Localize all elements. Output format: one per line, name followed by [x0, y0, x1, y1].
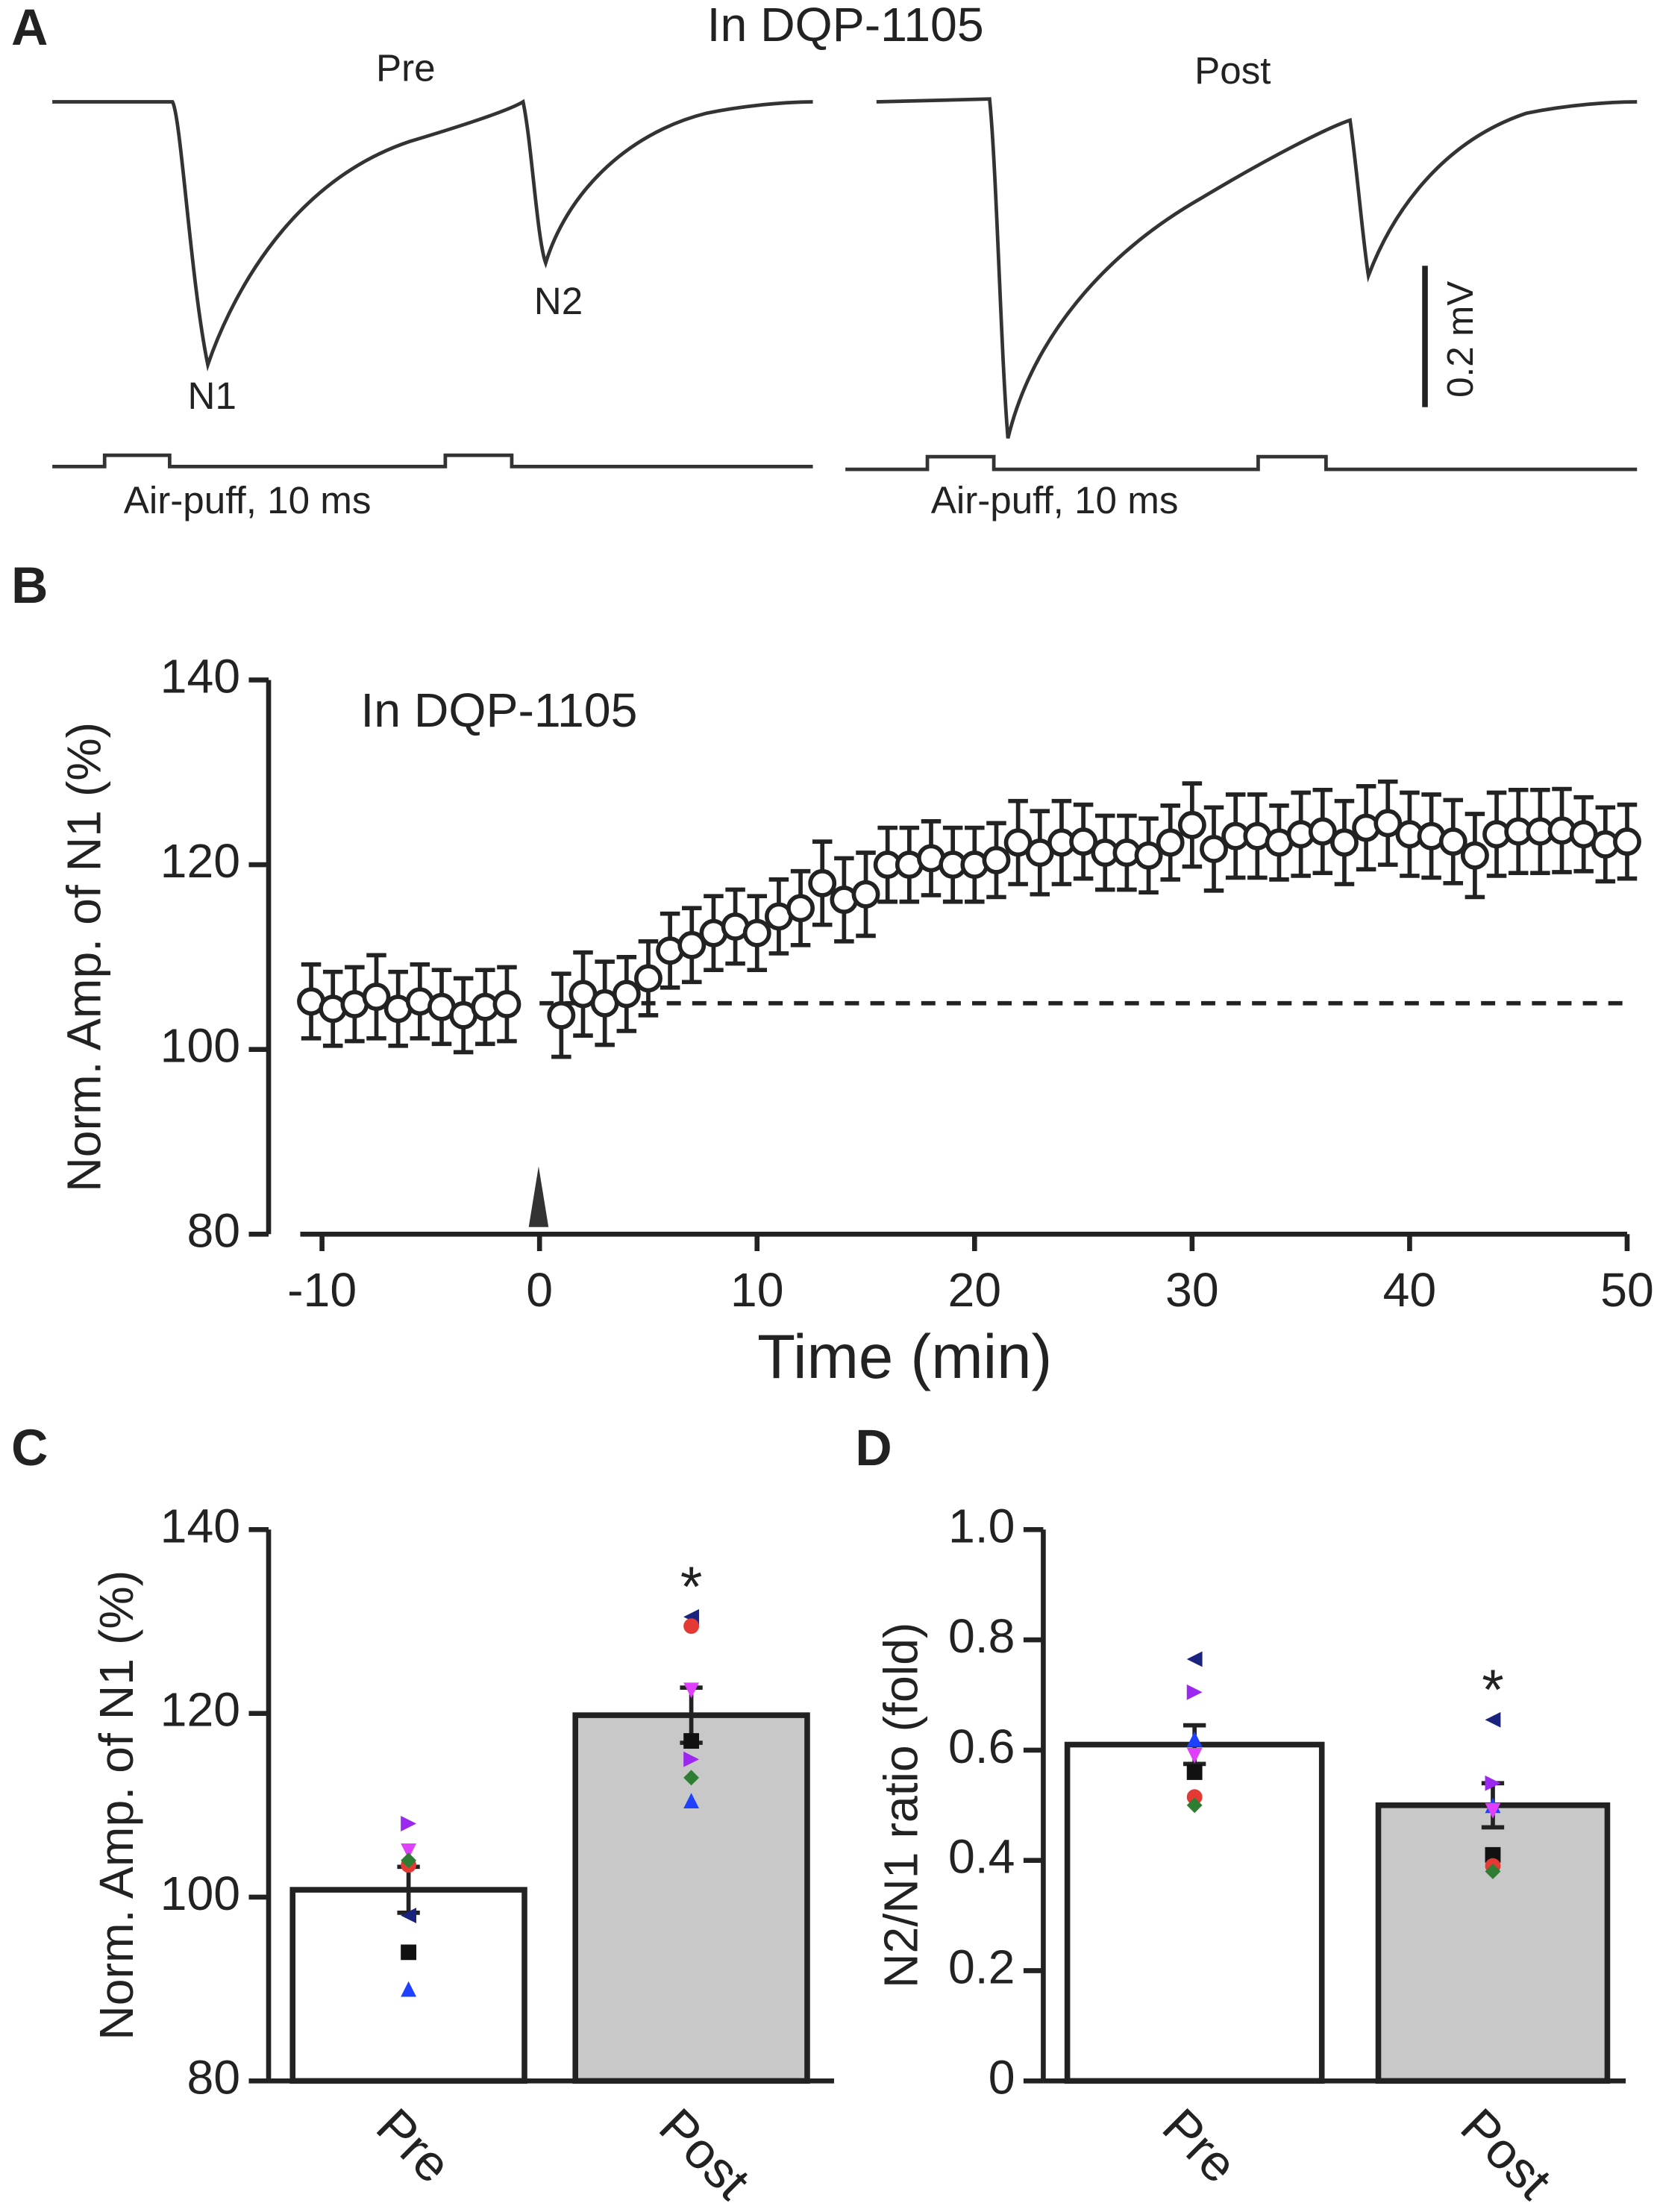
dot — [1186, 1764, 1203, 1780]
x-tick-label: 10 — [730, 1263, 784, 1317]
dot — [1186, 1789, 1203, 1805]
y-tick-label: 0.2 — [948, 1940, 1015, 1994]
label: N1 — [188, 375, 236, 417]
x-axis-label: Time (min) — [757, 1322, 1052, 1391]
x-tick-label: 0 — [526, 1263, 553, 1317]
x-tick-label: -10 — [287, 1263, 357, 1317]
dot — [401, 1981, 417, 1997]
dot — [1186, 1797, 1203, 1814]
scale-label: 0.2 mV — [1440, 281, 1481, 398]
dot — [1485, 1864, 1501, 1879]
panel-label: D — [855, 1420, 892, 1476]
title: In DQP-1105 — [707, 0, 984, 51]
point — [547, 1000, 576, 1030]
point — [1373, 809, 1403, 838]
dot — [401, 1908, 417, 1924]
x-tick-label: Post — [648, 2098, 760, 2210]
y-tick-label: 140 — [160, 649, 240, 703]
y-axis-label: Norm. Amp. of N1 (%) — [57, 722, 110, 1192]
point — [362, 983, 391, 1012]
point — [1069, 827, 1098, 856]
dot — [401, 1852, 417, 1869]
x-tick-label: 30 — [1165, 1263, 1219, 1317]
y-axis-label: Norm. Amp. of N1 (%) — [90, 1570, 143, 2040]
x-tick-label: Pre — [366, 2098, 462, 2194]
x-tick-label: 50 — [1600, 1263, 1654, 1317]
dot — [683, 1682, 700, 1699]
point — [1438, 827, 1467, 856]
x-tick-label: 20 — [947, 1263, 1001, 1317]
point — [1460, 841, 1489, 870]
dot — [683, 1793, 700, 1809]
x-tick-label: Post — [1450, 2098, 1562, 2210]
trace — [52, 98, 813, 372]
dot — [401, 1816, 417, 1832]
dot — [1186, 1684, 1203, 1700]
label: N2 — [534, 280, 583, 322]
dot — [1485, 1775, 1501, 1791]
y-tick-label: 140 — [160, 1499, 240, 1553]
label: Pre — [376, 46, 436, 89]
stimulus — [52, 453, 813, 469]
arrowhead — [528, 1166, 549, 1227]
point — [808, 868, 837, 897]
bar — [1375, 1802, 1611, 2084]
label: Air-puff, 10 ms — [124, 479, 372, 521]
point — [677, 930, 707, 959]
point — [851, 880, 880, 909]
y-tick-label: 100 — [160, 1019, 240, 1073]
label: Post — [1194, 49, 1271, 92]
annotation: * — [680, 1555, 703, 1619]
x-tick-label: Pre — [1152, 2098, 1248, 2194]
point — [1200, 835, 1228, 863]
y-tick-label: 0.6 — [948, 1720, 1015, 1773]
y-tick-label: 0.4 — [948, 1830, 1015, 1884]
trace-panel: In DQP-1105 Pre Post N1 N2 0.2 mV Air-pu… — [52, 0, 1638, 521]
y-tick-label: 80 — [187, 1203, 240, 1257]
point — [1613, 827, 1641, 856]
point — [982, 845, 1011, 874]
panel-label: B — [11, 557, 48, 614]
dot — [1485, 1846, 1501, 1863]
point — [612, 980, 641, 1009]
y-tick-label: 80 — [187, 2050, 240, 2104]
dot — [1485, 1802, 1501, 1819]
y-axis-label: N2/N1 ratio (fold) — [874, 1623, 928, 1988]
annotation: In DQP-1105 — [360, 683, 637, 737]
dot — [683, 1751, 700, 1767]
x-tick-label: 40 — [1383, 1263, 1437, 1317]
dot — [683, 1733, 700, 1749]
y-tick-label: 120 — [160, 1683, 240, 1737]
point — [492, 990, 521, 1018]
stimulus — [845, 454, 1638, 471]
point — [1156, 828, 1185, 857]
point — [1308, 817, 1337, 846]
dot — [401, 1843, 417, 1859]
dot — [1485, 1711, 1501, 1728]
panel-label: A — [11, 0, 48, 56]
point — [742, 918, 771, 947]
y-tick-label: 120 — [160, 834, 240, 888]
dot — [683, 1618, 700, 1635]
point — [786, 894, 815, 923]
dot — [1186, 1747, 1203, 1764]
dot — [401, 1944, 417, 1961]
y-tick-label: 0.8 — [948, 1609, 1015, 1663]
label: Air-puff, 10 ms — [931, 479, 1179, 521]
dot — [1186, 1731, 1203, 1747]
annotation: * — [1482, 1658, 1504, 1722]
y-tick-label: 1.0 — [948, 1499, 1015, 1553]
point — [1330, 828, 1359, 857]
point — [1134, 841, 1163, 870]
dot — [683, 1770, 700, 1786]
point — [1177, 810, 1206, 839]
y-tick-label: 100 — [160, 1867, 240, 1920]
trace — [876, 97, 1638, 439]
panel-label: C — [11, 1420, 48, 1476]
dot — [1186, 1651, 1203, 1667]
y-tick-label: 0 — [989, 2050, 1015, 2104]
point — [634, 964, 662, 993]
